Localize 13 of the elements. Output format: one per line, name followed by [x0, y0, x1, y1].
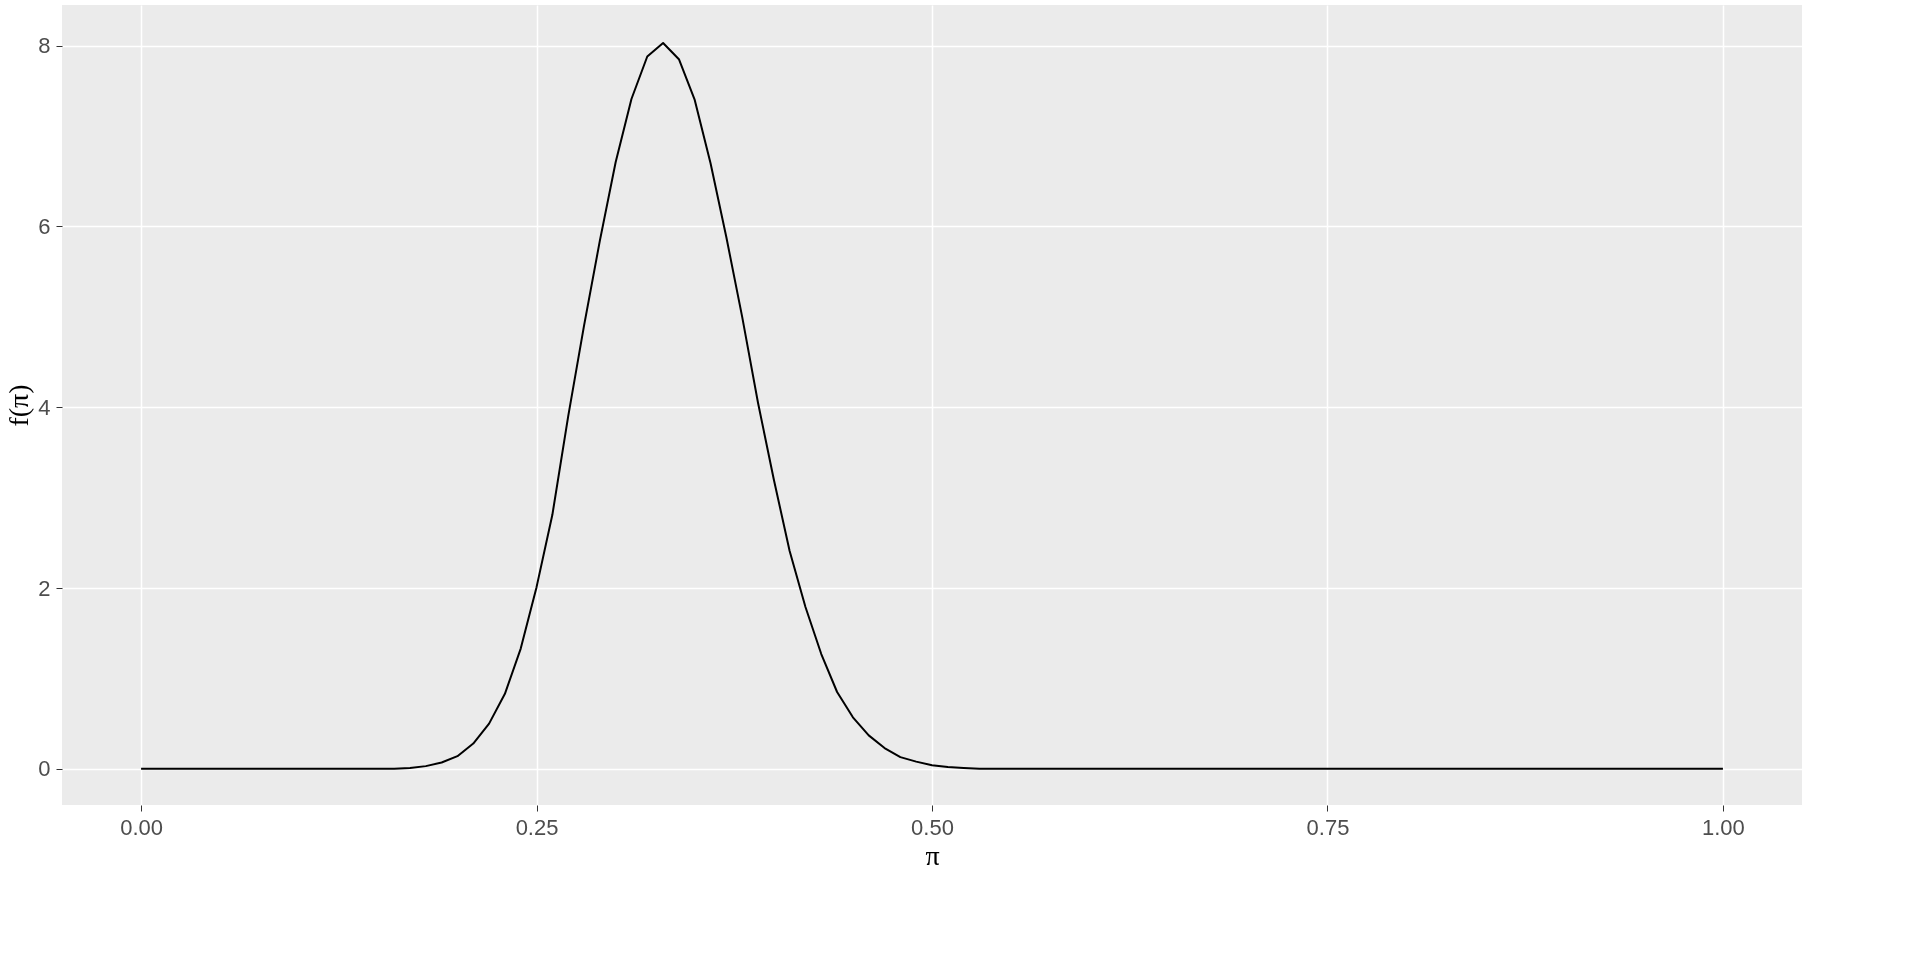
line-series: [140, 41, 1724, 770]
x-tick-label: 0.50: [911, 814, 954, 840]
y-tick-label: 8: [38, 33, 51, 59]
y-tick-label: 4: [38, 394, 51, 420]
x-tick-label: 1.00: [1701, 814, 1745, 840]
x-axis-title: π: [925, 839, 940, 871]
x-tick-label: 0.75: [1306, 814, 1350, 840]
y-axis-title: f(π): [3, 384, 35, 427]
x-tick-label: 0.00: [120, 814, 163, 840]
y-tick-label: 6: [38, 213, 51, 239]
y-tick-label: 0: [38, 756, 51, 782]
y-tick-label: 2: [38, 575, 51, 601]
x-tick-label: 0.25: [515, 814, 559, 840]
